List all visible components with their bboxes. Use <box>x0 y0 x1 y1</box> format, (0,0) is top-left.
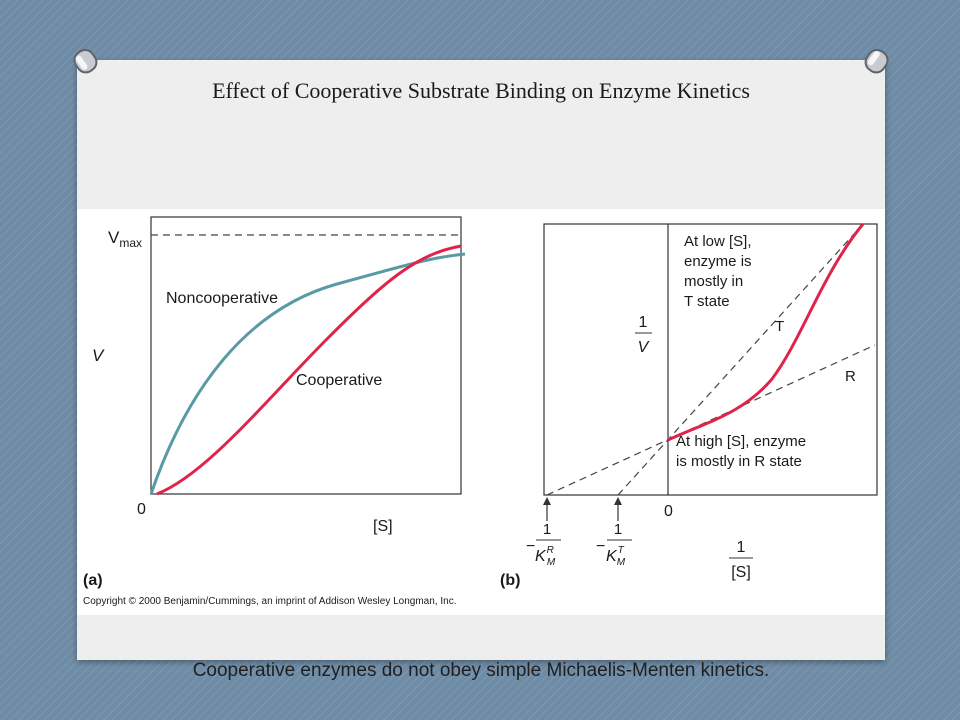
cooperative-label: Cooperative <box>296 372 382 389</box>
copyright-notice: Copyright © 2000 Benjamin/Cummings, an i… <box>83 596 456 607</box>
panel-a-frame <box>150 216 462 495</box>
km-t-minus: − <box>596 538 605 555</box>
pushpin-left-icon <box>73 48 98 74</box>
low-s-text-line1: At low [S], <box>684 233 752 250</box>
noncooperative-curve <box>149 252 466 495</box>
panel-b-x-label-den: [S] <box>731 564 751 581</box>
high-s-text-line1: At high [S], enzyme <box>676 433 806 450</box>
slide-title: Effect of Cooperative Substrate Binding … <box>212 78 750 103</box>
km-t-denominator: KT M <box>606 545 626 568</box>
t-state-dashed-line <box>617 223 864 496</box>
km-t-numerator: 1 <box>614 521 622 538</box>
pushpin-right-icon <box>864 48 889 74</box>
km-r-arrowhead-icon <box>543 497 551 505</box>
cooperative-curve <box>156 244 462 496</box>
km-t-arrowhead-icon <box>614 497 622 505</box>
panel-b-label: (b) <box>500 572 520 589</box>
panel-b-y-label-den: V <box>638 339 650 356</box>
figure-panel: Vmax V 0 [S] Noncooperative Cooperative … <box>77 209 885 615</box>
noncooperative-label: Noncooperative <box>166 290 278 307</box>
panel-b-x-label-num: 1 <box>737 539 746 556</box>
t-curve-label: T <box>775 318 784 335</box>
vmax-label: Vmax <box>108 228 142 250</box>
panel-a-origin-label: 0 <box>137 501 146 518</box>
r-curve-label: R <box>845 368 856 385</box>
panel-a-y-label: V <box>92 346 105 365</box>
double-reciprocal-curve <box>667 223 865 442</box>
km-r-minus: − <box>526 538 535 555</box>
km-r-numerator: 1 <box>543 521 551 538</box>
low-s-text-line2: enzyme is <box>684 253 752 270</box>
km-r-denominator: KR M <box>535 545 556 568</box>
low-s-text-line4: T state <box>684 293 730 310</box>
low-s-text-line3: mostly in <box>684 273 743 290</box>
panel-a-label: (a) <box>83 572 103 589</box>
panel-b-origin-label: 0 <box>664 503 673 520</box>
panel-a-x-label: [S] <box>373 518 393 535</box>
panel-b-frame <box>543 223 878 496</box>
panel-b-y-label-num: 1 <box>639 314 648 331</box>
kinetics-figure: Vmax V 0 [S] Noncooperative Cooperative … <box>83 216 878 607</box>
slide-caption: Cooperative enzymes do not obey simple M… <box>192 660 770 681</box>
high-s-text-line2: is mostly in R state <box>676 453 802 470</box>
